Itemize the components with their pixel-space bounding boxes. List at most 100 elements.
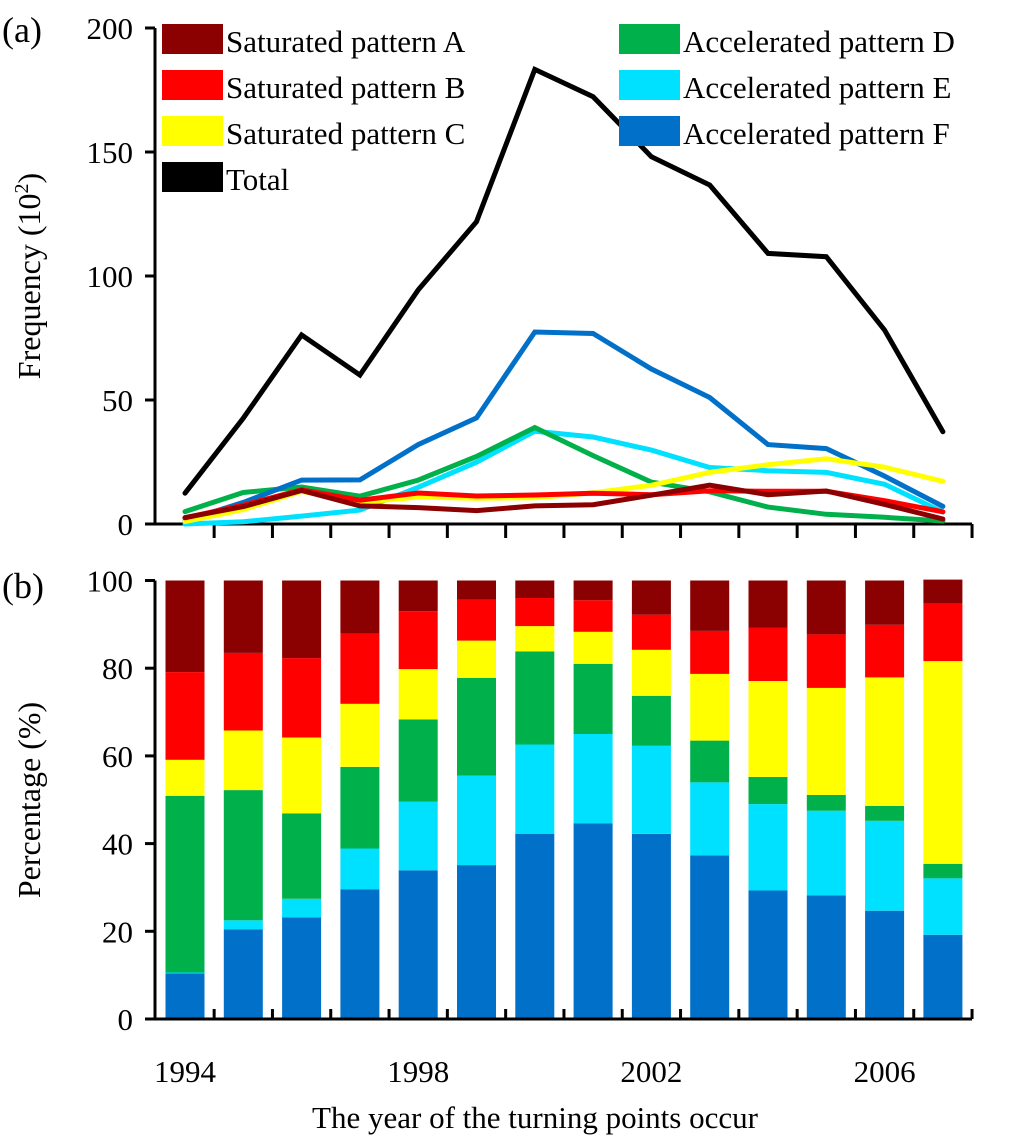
panel-a-series-lines bbox=[182, 65, 946, 527]
bar-stack bbox=[223, 580, 263, 1019]
bar-segment-a bbox=[631, 580, 671, 615]
bar-segment-d bbox=[515, 651, 555, 745]
bar-segment-f bbox=[748, 890, 788, 1019]
panel-b-x-axis: 1994 1998 2002 2006 bbox=[154, 1009, 974, 1089]
y-tick-label: 40 bbox=[102, 827, 133, 862]
bar-segment-e bbox=[573, 734, 613, 824]
bar-segment-c bbox=[748, 680, 788, 777]
bar-segment-d bbox=[398, 719, 438, 802]
bar-segment-d bbox=[223, 790, 263, 921]
bar-segment-c bbox=[690, 673, 730, 741]
legend-item-a: Saturated pattern A bbox=[162, 24, 466, 59]
bar-segment-a bbox=[515, 580, 555, 598]
bar-segment-e bbox=[923, 878, 963, 935]
bar-segment-a bbox=[398, 580, 438, 612]
bar-segment-d bbox=[340, 766, 380, 849]
bar-segment-b bbox=[515, 598, 555, 627]
bar-segment-c bbox=[515, 626, 555, 652]
bar-segment-b bbox=[573, 600, 613, 632]
x-tick-label: 1994 bbox=[154, 1054, 217, 1089]
bar-stack bbox=[806, 580, 846, 1019]
bar-stack bbox=[165, 580, 205, 1019]
bar-segment-b bbox=[340, 633, 380, 704]
bar-stack bbox=[690, 580, 730, 1019]
bar-segment-b bbox=[806, 634, 846, 688]
legend-label: Saturated pattern A bbox=[226, 24, 466, 59]
bar-segment-f bbox=[806, 895, 846, 1019]
bar-segment-d bbox=[865, 805, 905, 821]
legend-item-e: Accelerated pattern E bbox=[619, 70, 952, 105]
legend-item-total: Total bbox=[162, 162, 289, 197]
bar-segment-a bbox=[806, 580, 846, 635]
bar-stack bbox=[923, 579, 963, 1019]
legend-label: Accelerated pattern D bbox=[683, 24, 955, 59]
bar-segment-c bbox=[631, 649, 671, 696]
bar-segment-d bbox=[923, 863, 963, 879]
bar-segment-f bbox=[573, 823, 613, 1019]
bar-segment-b bbox=[690, 630, 730, 674]
panel-a-y-axis-label: Frequency (102) bbox=[11, 173, 47, 379]
bar-segment-c bbox=[282, 737, 322, 814]
bar-segment-f bbox=[923, 934, 963, 1019]
bar-stack bbox=[865, 580, 905, 1019]
series-line-e bbox=[182, 428, 946, 527]
panel-b-stacked-bar-chart: (b) 0 20 40 60 80 100 Percentage (%) 1994 1998… bbox=[2, 564, 974, 1135]
panel-a-label: (a) bbox=[2, 10, 42, 50]
y-tick-label: 150 bbox=[87, 135, 134, 170]
bar-segment-d bbox=[806, 794, 846, 811]
bar-segment-a bbox=[923, 579, 963, 604]
bar-segment-e bbox=[398, 801, 438, 871]
legend-swatch bbox=[162, 162, 223, 192]
bar-segment-e bbox=[631, 745, 671, 834]
x-tick-label: 1998 bbox=[387, 1054, 449, 1089]
bar-segment-f bbox=[457, 865, 496, 1019]
bar-segment-a bbox=[165, 580, 205, 673]
bar-segment-e bbox=[515, 744, 555, 834]
bar-stack bbox=[573, 580, 613, 1019]
bar-segment-f bbox=[282, 917, 322, 1019]
bar-segment-a bbox=[748, 580, 788, 628]
bar-stack bbox=[457, 580, 496, 1019]
legend-label: Saturated pattern C bbox=[226, 116, 465, 151]
legend-label: Accelerated pattern E bbox=[683, 70, 952, 105]
bar-segment-f bbox=[865, 910, 905, 1019]
legend-swatch bbox=[619, 24, 680, 54]
bar-segment-c bbox=[165, 759, 205, 796]
y-tick-label: 80 bbox=[102, 651, 133, 686]
y-tick-label: 200 bbox=[87, 11, 134, 46]
bar-segment-c bbox=[923, 661, 963, 864]
bar-segment-b bbox=[457, 599, 496, 641]
y-tick-label: 0 bbox=[118, 507, 134, 542]
legend-swatch bbox=[619, 116, 680, 146]
bar-segment-a bbox=[282, 580, 322, 659]
legend-item-c: Saturated pattern C bbox=[162, 116, 465, 151]
bar-segment-e bbox=[282, 898, 322, 918]
panel-a-x-axis bbox=[155, 522, 974, 538]
bar-segment-e bbox=[340, 848, 380, 890]
bar-segment-e bbox=[223, 920, 263, 930]
bar-segment-f bbox=[690, 855, 730, 1019]
bar-segment-d bbox=[457, 677, 496, 776]
bar-segment-c bbox=[398, 669, 438, 720]
bar-segment-c bbox=[806, 687, 846, 795]
bar-segment-b bbox=[165, 672, 205, 760]
y-tick-label: 50 bbox=[102, 383, 133, 418]
bar-segment-b bbox=[282, 658, 322, 738]
y-tick-label: 0 bbox=[118, 1002, 134, 1037]
series-line-d bbox=[182, 424, 946, 524]
bar-segment-e bbox=[865, 820, 905, 911]
bar-segment-e bbox=[690, 782, 730, 856]
bar-segment-e bbox=[748, 804, 788, 891]
bar-stack bbox=[282, 580, 322, 1019]
bar-segment-d bbox=[748, 776, 788, 805]
bar-stack bbox=[631, 580, 671, 1019]
panel-b-label: (b) bbox=[2, 566, 44, 606]
bar-segment-b bbox=[923, 603, 963, 662]
bar-segment-a bbox=[340, 580, 380, 634]
series-line-f bbox=[182, 329, 946, 524]
bar-segment-a bbox=[865, 580, 905, 625]
panel-b-y-axis: 0 20 40 60 80 100 bbox=[87, 564, 157, 1037]
legend-swatch bbox=[619, 70, 680, 100]
x-tick-label: 2006 bbox=[854, 1054, 916, 1089]
